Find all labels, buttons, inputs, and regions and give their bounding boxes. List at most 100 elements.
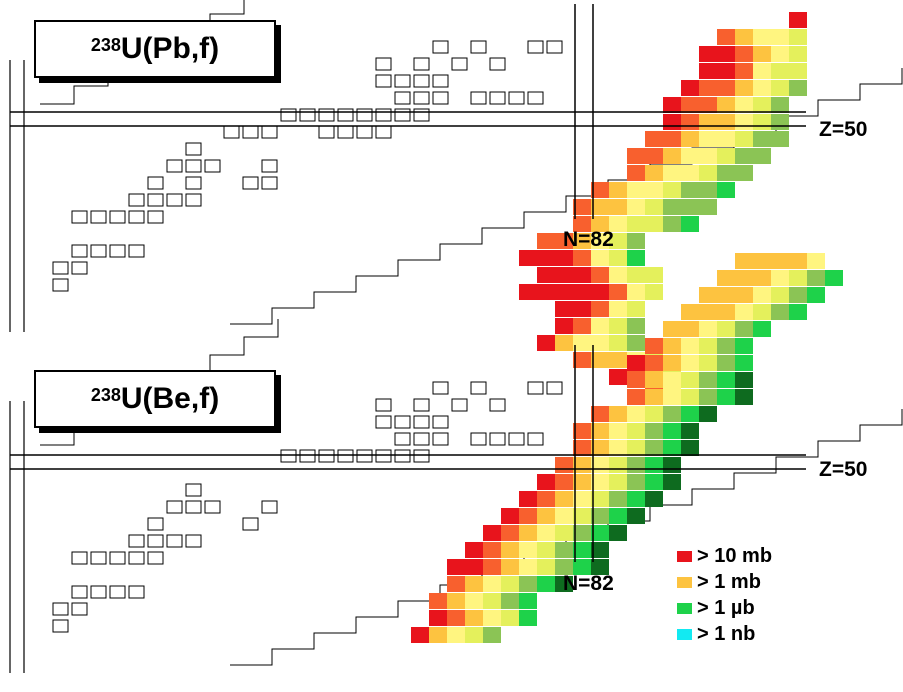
isotope-cell	[699, 406, 717, 422]
isotope-cell	[537, 508, 555, 524]
legend-label: > 10 mb	[697, 544, 773, 567]
isotope-cell	[645, 148, 663, 164]
isotope-cell	[789, 80, 807, 96]
isotope-cell	[699, 355, 717, 371]
isotope-outline-cell	[394, 415, 411, 429]
isotope-outline-cell	[71, 585, 88, 599]
isotope-outline-cell	[185, 193, 202, 207]
isotope-cell	[627, 233, 645, 249]
isotope-cell	[627, 250, 645, 266]
isotope-cell	[627, 372, 645, 388]
isotope-cell	[519, 508, 537, 524]
isotope-cell	[591, 233, 609, 249]
legend-item: > 1 µb	[677, 595, 772, 621]
isotope-cell	[771, 97, 789, 113]
isotope-outline-cell	[109, 585, 126, 599]
isotope-cell	[681, 423, 699, 439]
isotope-cell	[573, 301, 591, 317]
isotope-outline-cell	[318, 125, 335, 139]
isotope-outline-cell	[413, 108, 430, 122]
isotope-cell	[699, 338, 717, 354]
isotope-cell	[573, 542, 591, 558]
isotope-outline-cell	[242, 176, 259, 190]
isotope-outline-cell	[204, 500, 221, 514]
isotope-cell	[573, 474, 591, 490]
isotope-outline-cell	[128, 551, 145, 565]
isotope-cell	[681, 389, 699, 405]
isotope-cell	[483, 627, 501, 643]
isotope-outline-cell	[375, 125, 392, 139]
isotope-cell	[681, 182, 699, 198]
isotope-outline-cell	[527, 432, 544, 446]
isotope-cell	[771, 46, 789, 62]
isotope-outline-cell	[432, 381, 449, 395]
isotope-cell	[627, 284, 645, 300]
isotope-outline-cell	[451, 398, 468, 412]
isotope-outline-cell	[337, 108, 354, 122]
isotope-cell	[447, 576, 465, 592]
isotope-cell	[501, 559, 519, 575]
isotope-cell	[753, 321, 771, 337]
isotope-outline-cell	[128, 244, 145, 258]
isotope-cell	[699, 63, 717, 79]
isotope-outline-cell	[261, 159, 278, 173]
isotope-cell	[735, 355, 753, 371]
isotope-cell	[591, 508, 609, 524]
isotope-outline-cell	[185, 534, 202, 548]
isotope-outline-cell	[375, 415, 392, 429]
isotope-cell	[573, 318, 591, 334]
isotope-outline-cell	[356, 449, 373, 463]
isotope-cell	[717, 46, 735, 62]
isotope-outline-cell	[375, 57, 392, 71]
isotope-cell	[537, 474, 555, 490]
isotope-cell	[645, 491, 663, 507]
isotope-outline-cell	[413, 398, 430, 412]
isotope-cell	[519, 610, 537, 626]
isotope-outline-cell	[337, 125, 354, 139]
isotope-cell	[609, 525, 627, 541]
isotope-cell	[717, 97, 735, 113]
isotope-cell	[519, 542, 537, 558]
isotope-cell	[537, 250, 555, 266]
isotope-cell	[663, 406, 681, 422]
isotope-outline-cell	[508, 432, 525, 446]
isotope-outline-cell	[242, 125, 259, 139]
isotope-outline-cell	[71, 244, 88, 258]
isotope-cell	[519, 525, 537, 541]
isotope-cell	[609, 440, 627, 456]
isotope-outline-cell	[147, 210, 164, 224]
isotope-outline-cell	[375, 398, 392, 412]
isotope-cell	[591, 250, 609, 266]
isotope-cell	[591, 318, 609, 334]
isotope-cell	[753, 114, 771, 130]
isotope-cell	[681, 165, 699, 181]
isotope-cell	[465, 610, 483, 626]
isotope-cell	[537, 267, 555, 283]
legend-label: > 1 mb	[697, 570, 761, 593]
isotope-cell	[501, 542, 519, 558]
isotope-outline-cell	[413, 74, 430, 88]
isotope-cell	[609, 233, 627, 249]
isotope-cell	[771, 80, 789, 96]
bottom-title-reaction: U(Be,f)	[120, 382, 220, 415]
isotope-cell	[735, 389, 753, 405]
isotope-cell	[789, 46, 807, 62]
isotope-cell	[771, 287, 789, 303]
isotope-outline-cell	[470, 40, 487, 54]
isotope-outline-cell	[299, 449, 316, 463]
isotope-cell	[771, 63, 789, 79]
isotope-cell	[753, 287, 771, 303]
isotope-cell	[501, 593, 519, 609]
isotope-cell	[555, 542, 573, 558]
isotope-cell	[807, 253, 825, 269]
isotope-outline-cell	[109, 210, 126, 224]
isotope-cell	[663, 338, 681, 354]
isotope-cell	[537, 335, 555, 351]
isotope-cell	[645, 199, 663, 215]
isotope-cell	[573, 508, 591, 524]
isotope-cell	[699, 114, 717, 130]
isotope-cell	[645, 267, 663, 283]
isotope-cell	[429, 593, 447, 609]
isotope-outline-cell	[375, 74, 392, 88]
